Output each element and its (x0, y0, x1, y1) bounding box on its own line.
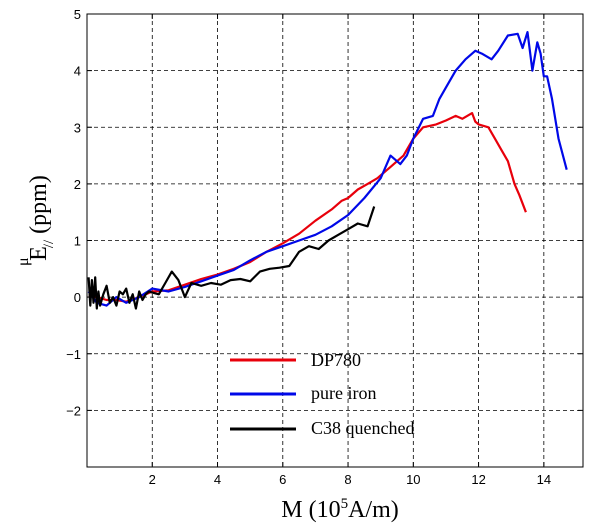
x-tick-label: 4 (214, 472, 221, 487)
y-axis-title-text: E// (ppm) (26, 175, 57, 261)
series-line-c38-quenched (87, 206, 376, 310)
y-axis-title: E// (ppm) μ (15, 175, 57, 266)
y-tick-label: 5 (74, 7, 81, 22)
x-axis-title: M (105A/m) (281, 496, 399, 523)
x-tick-label: 6 (279, 472, 286, 487)
x-tick-label: 14 (537, 472, 551, 487)
y-tick-label: 3 (74, 120, 81, 135)
legend-label-pure-iron: pure iron (311, 383, 376, 403)
series-line-dp780 (88, 111, 527, 303)
y-axis-title-tail: (ppm) (26, 175, 52, 240)
legend-label-dp780: DP780 (311, 350, 361, 370)
y-tick-label: 2 (74, 177, 81, 192)
y-tick-label: 0 (74, 290, 81, 305)
y-tick-label: 4 (74, 64, 81, 79)
y-axis-title-sup: μ (15, 257, 32, 266)
series-line-pure-iron (87, 30, 568, 307)
y-tick-label: −2 (66, 403, 81, 418)
x-axis-title-main: M (10 (281, 497, 340, 523)
legend-label-c38-quenched: C38 quenched (311, 418, 414, 438)
series-lines (87, 30, 568, 310)
x-tick-label: 8 (344, 472, 351, 487)
y-axis-title-sub: // (41, 239, 57, 248)
y-tick-label: 1 (74, 234, 81, 249)
x-tick-label: 12 (471, 472, 485, 487)
x-axis-title-tail: A/m) (348, 497, 399, 523)
x-tick-label: 2 (149, 472, 156, 487)
y-tick-label: −1 (66, 347, 81, 362)
x-axis-title-sup: 5 (341, 496, 349, 512)
y-axis-title-main: E (26, 246, 52, 261)
legend: DP780 pure iron C38 quenched (230, 350, 414, 438)
x-tick-label: 10 (406, 472, 420, 487)
grid-lines (87, 13, 583, 467)
